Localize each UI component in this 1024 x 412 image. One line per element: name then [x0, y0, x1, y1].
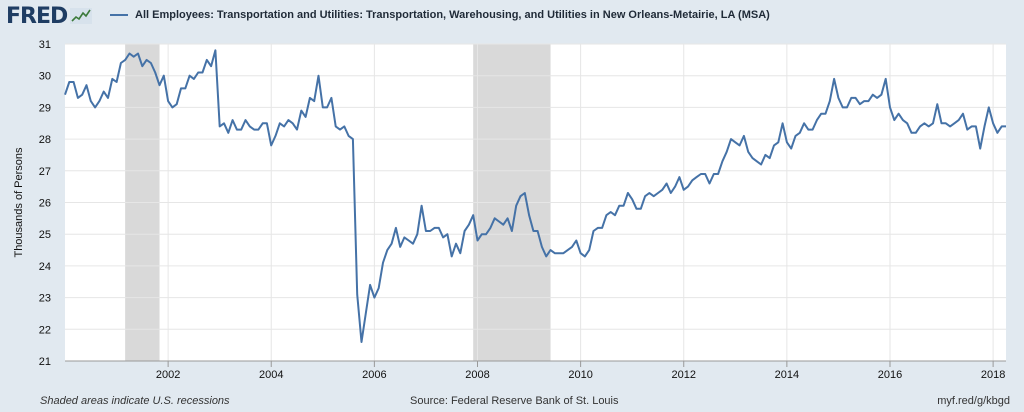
y-tick-label: 26 [39, 198, 51, 210]
x-tick-label: 2002 [156, 369, 180, 381]
source-note: Source: Federal Reserve Bank of St. Loui… [410, 395, 619, 407]
x-tick-label: 2004 [259, 369, 283, 381]
legend-swatch [110, 14, 128, 16]
y-axis-ticks: 21 22 23 24 25 26 27 28 29 30 31 [39, 39, 51, 368]
x-axis-ticks: 2002 2004 2006 2008 2010 2012 2014 2016 2018 [65, 360, 1006, 381]
y-tick-label: 31 [39, 39, 51, 51]
fred-logo[interactable]: FRED [6, 3, 93, 29]
series-layer [64, 49, 1006, 343]
x-tick-label: 2008 [465, 369, 489, 381]
y-tick-label: 22 [39, 324, 51, 336]
legend-label: All Employees: Transportation and Utilit… [135, 9, 770, 21]
y-tick-label: 30 [39, 71, 51, 83]
fred-logo-text: FRED [6, 3, 68, 29]
y-tick-label: 27 [39, 166, 51, 178]
x-tick-label: 2018 [981, 369, 1005, 381]
recession-note: Shaded areas indicate U.S. recessions [40, 395, 230, 407]
fred-logo-chart-icon [70, 8, 93, 24]
y-tick-label: 29 [39, 102, 51, 114]
x-tick-label: 2016 [878, 369, 902, 381]
x-tick-label: 2006 [362, 369, 386, 381]
y-tick-label: 28 [39, 134, 51, 146]
short-url-link[interactable]: myf.red/g/kbgd [937, 395, 1010, 407]
x-tick-label: 2014 [775, 369, 799, 381]
series-line [64, 49, 1006, 343]
y-tick-label: 24 [39, 261, 51, 273]
y-tick-label: 21 [39, 356, 51, 368]
y-tick-label: 23 [39, 293, 51, 305]
y-axis-label: Thousands of Persons [13, 147, 25, 258]
x-tick-label: 2010 [568, 369, 592, 381]
y-tick-label: 25 [39, 229, 51, 241]
chart-legend: All Employees: Transportation and Utilit… [110, 9, 770, 21]
x-tick-label: 2012 [671, 369, 695, 381]
